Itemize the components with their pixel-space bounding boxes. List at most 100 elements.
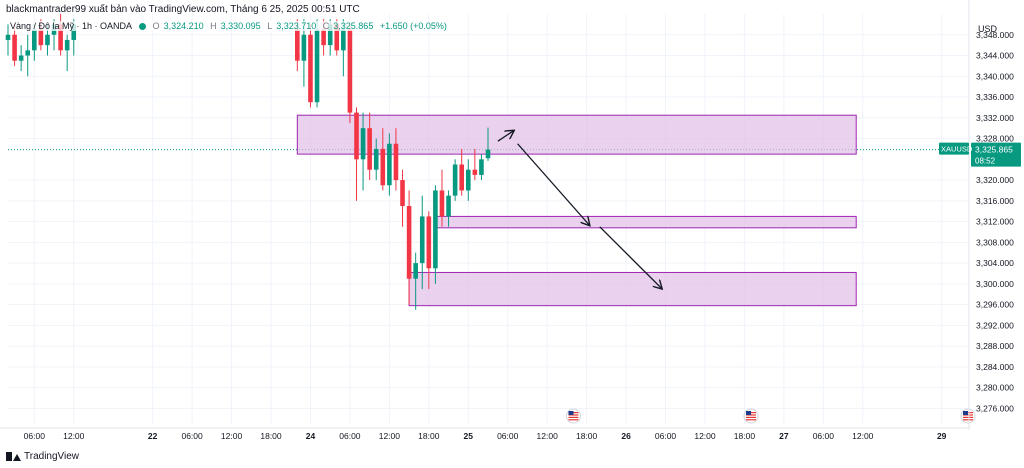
price-tick-label: 3,328.000: [976, 134, 1014, 144]
candle-body: [400, 180, 405, 207]
candle-body: [413, 263, 418, 279]
candle-up: [5, 24, 11, 56]
candle-body: [64, 39, 70, 51]
time-tick-label: 18:00: [576, 431, 598, 441]
low-value: 3,323.710: [276, 21, 317, 31]
close-value: 3,325.865: [333, 21, 374, 31]
candle-body: [373, 148, 379, 170]
time-tick-label: 12:00: [379, 431, 401, 441]
candle-up: [25, 34, 31, 77]
time-tick-label: 06:00: [813, 431, 835, 441]
candle-body: [419, 216, 425, 264]
candle-down: [347, 24, 353, 123]
time-tick-label: 29: [937, 431, 947, 441]
tradingview-footer: TradingView: [6, 451, 79, 462]
candle-up: [373, 138, 379, 181]
candle-body: [334, 24, 340, 51]
us-flag-event-icon: [960, 408, 976, 424]
trend-arrow: [517, 143, 590, 226]
candle-up: [452, 159, 458, 201]
candle-body: [45, 34, 50, 46]
symbol-description[interactable]: Vàng / Đô la Mỹ · 1h · OANDA: [10, 21, 133, 31]
candle-body: [314, 29, 320, 103]
candle-up: [485, 127, 491, 161]
time-tick-label: 25: [464, 431, 474, 441]
time-tick-label: 06:00: [655, 431, 677, 441]
candle-body: [393, 143, 399, 181]
candle-body: [25, 50, 31, 56]
price-tick-label: 3,348.000: [976, 30, 1014, 40]
candle-body: [426, 216, 432, 269]
symbol-legend: Vàng / Đô la Mỹ · 1h · OANDA O 3,324.210 …: [10, 21, 451, 31]
trend-arrows: [497, 130, 662, 289]
price-tick-label: 3,316.000: [976, 196, 1014, 206]
time-tick-label: 26: [621, 431, 631, 441]
price-tick-label: 3,276.000: [976, 403, 1014, 413]
candle-body: [58, 24, 63, 51]
candle-down: [380, 128, 386, 191]
tradingview-logo-icon: [6, 452, 21, 461]
price-tick-label: 3,312.000: [976, 217, 1014, 227]
candle-up: [360, 112, 366, 191]
candle-up: [479, 154, 484, 181]
bar-countdown: 08:52: [975, 157, 996, 166]
price-tick-label: 3,320.000: [976, 175, 1014, 185]
candle-up: [419, 195, 425, 290]
candle-up: [314, 19, 320, 108]
candle-body: [341, 29, 346, 51]
candle-body: [439, 190, 445, 217]
candle-body: [354, 112, 359, 160]
change-value: +1.650 (+0.05%): [379, 21, 447, 31]
price-zones: [296, 114, 857, 307]
candle-body: [367, 128, 372, 170]
candle-body: [387, 143, 392, 186]
time-tick-label: 12:00: [537, 431, 559, 441]
high-label: H: [210, 21, 217, 31]
candle-body: [18, 55, 24, 61]
candle-up: [64, 34, 70, 72]
current-price-tag: [971, 142, 1021, 167]
candle-body: [465, 169, 471, 191]
candle-body: [446, 195, 451, 217]
brand-name: TradingView: [24, 451, 80, 462]
time-tick-label: 18:00: [418, 431, 440, 441]
candle-body: [380, 148, 386, 186]
price-tick-label: 3,336.000: [976, 92, 1014, 102]
candle-up: [465, 159, 471, 201]
time-tick-label: 22: [148, 431, 158, 441]
close-label: C: [322, 21, 330, 31]
candle-down: [459, 148, 464, 196]
candle-up: [387, 133, 392, 196]
time-tick-label: 18:00: [260, 431, 282, 441]
time-tick-label: 06:00: [339, 431, 361, 441]
candle-down: [308, 24, 313, 108]
candle-down: [406, 190, 412, 305]
trend-arrow: [599, 226, 662, 289]
candle-body: [321, 29, 326, 46]
price-tick-label: 3,344.000: [976, 51, 1014, 61]
price-tick-label: 3,292.000: [976, 320, 1014, 330]
symbol-tag-label: XAUUSD: [941, 145, 973, 154]
time-tick-label: 12:00: [63, 431, 85, 441]
price-tick-label: 3,340.000: [976, 71, 1014, 81]
candle-down: [12, 24, 17, 66]
low-label: L: [267, 21, 273, 31]
time-tick-label: 06:00: [181, 431, 203, 441]
candle-down: [58, 14, 63, 56]
candle-down: [426, 211, 432, 290]
candle-body: [295, 29, 300, 61]
candle-body: [360, 128, 366, 160]
candle-body: [38, 29, 44, 46]
candle-down: [354, 107, 359, 201]
candle-body: [32, 29, 37, 51]
time-tick-label: 12:00: [221, 431, 243, 441]
candle-up: [18, 45, 24, 72]
candle-body: [327, 24, 333, 46]
event-markers: [565, 408, 976, 424]
current-price-value: 3,325.865: [975, 145, 1013, 155]
candle-body: [433, 190, 438, 269]
candle-body: [347, 29, 353, 113]
candle-body: [472, 169, 478, 175]
